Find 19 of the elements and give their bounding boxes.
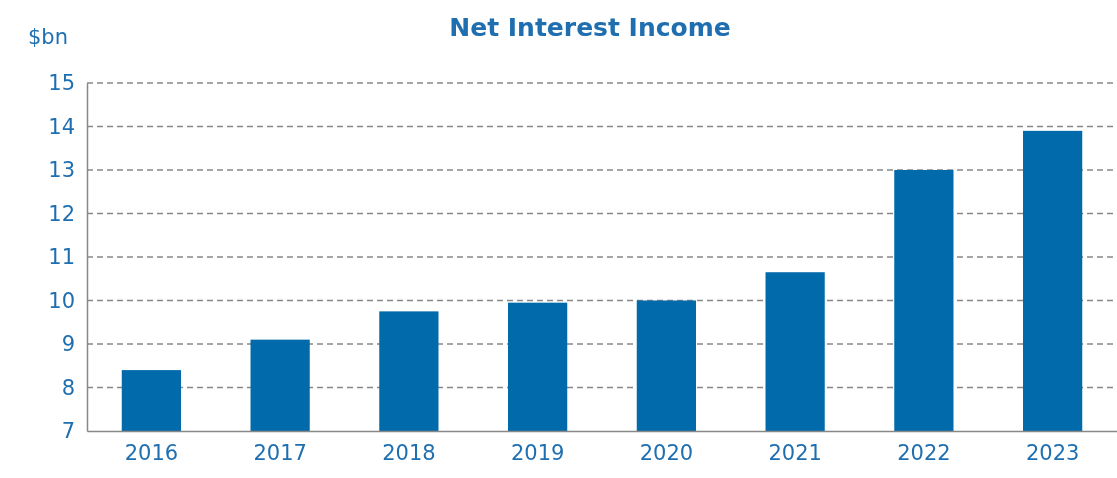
- x-tick-label: 2021: [768, 440, 822, 465]
- x-tick-label: 2016: [124, 440, 179, 465]
- x-tick-label: 2019: [510, 440, 565, 465]
- y-tick-label: 10: [48, 288, 75, 313]
- y-tick-label: 7: [61, 419, 75, 444]
- x-tick-label: 2022: [897, 440, 951, 465]
- y-tick-label: 13: [48, 158, 75, 183]
- y-tick-label: 14: [48, 114, 75, 139]
- y-tick-label: 12: [48, 201, 75, 226]
- y-tick-label: 11: [48, 245, 75, 270]
- chart-title: Net Interest Income: [449, 13, 731, 42]
- y-tick-label: 15: [48, 71, 75, 96]
- y-tick-label: 8: [61, 375, 75, 400]
- x-tick-label: 2017: [253, 440, 307, 465]
- x-tick-label: 2018: [382, 440, 436, 465]
- x-tick-label: 2020: [639, 440, 694, 465]
- y-axis-title: $bn: [27, 25, 69, 49]
- y-tick-label: 9: [61, 332, 75, 357]
- x-tick-label: 2023: [1025, 440, 1080, 465]
